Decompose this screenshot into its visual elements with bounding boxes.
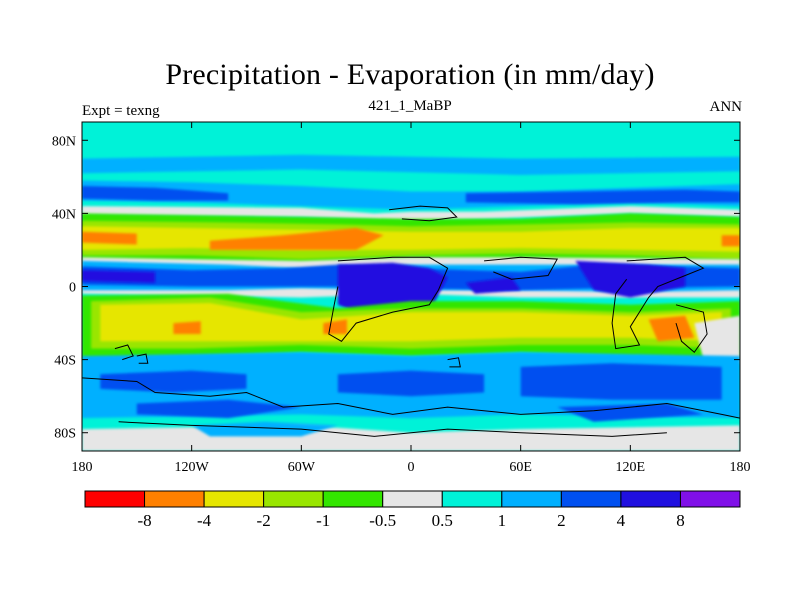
- contour-region: [173, 321, 201, 334]
- y-tick-label: 40S: [54, 354, 76, 369]
- contour-region: [100, 303, 722, 342]
- contour-region: [575, 260, 686, 298]
- colorbar-swatch: [679, 490, 741, 508]
- x-tick-label: 120W: [175, 460, 210, 475]
- contour-region: [209, 228, 384, 250]
- colorbar-swatch: [263, 490, 324, 508]
- precip-evap-field: [82, 154, 740, 451]
- colorbar-swatch: [203, 490, 265, 508]
- coastline: [82, 205, 740, 437]
- season-label: ANN: [709, 99, 743, 115]
- contour-region: [557, 403, 704, 422]
- coastline-segment: [118, 421, 667, 437]
- colorbar: -8 -4 -2 -1 -0.5 0.5 1 2 4 8: [84, 490, 741, 530]
- y-tick-label: 40N: [52, 207, 76, 222]
- colorbar-label: 8: [676, 511, 685, 530]
- chart-subtitle: 421_1_MaBP: [368, 98, 452, 114]
- coastline-segment: [114, 344, 134, 361]
- colorbar-label: -2: [257, 511, 271, 530]
- contour-region: [82, 231, 137, 245]
- x-tick-label: 0: [408, 460, 415, 475]
- y-tick-label: 80N: [52, 134, 76, 149]
- chart-title: Precipitation - Evaporation (in mm/day): [165, 58, 655, 91]
- colorbar-swatch: [560, 490, 622, 508]
- x-axis: 180 120W 60W 0 60E 120E 180: [72, 122, 751, 475]
- contour-region: [100, 370, 247, 393]
- y-tick-label: 80S: [54, 427, 76, 442]
- x-tick-label: 60W: [288, 460, 316, 475]
- x-tick-label: 60E: [509, 460, 532, 475]
- coastline-segment: [136, 353, 149, 364]
- contour-region: [465, 277, 521, 294]
- contour-region: [136, 399, 302, 419]
- coastline-segment: [675, 304, 708, 354]
- coastline-segment: [484, 256, 559, 280]
- colorbar-swatch: [620, 490, 681, 508]
- coastline-segment: [447, 357, 461, 368]
- colorbar-swatch: [441, 490, 503, 508]
- colorbar-swatch: [382, 490, 443, 508]
- x-tick-label: 180: [72, 460, 93, 475]
- coastline-segment: [82, 377, 740, 419]
- contour-region: [648, 315, 695, 342]
- map-panel: [82, 122, 740, 451]
- colorbar-label: -1: [316, 511, 330, 530]
- colorbar-label: -0.5: [369, 511, 396, 530]
- coastline-segment: [328, 256, 449, 342]
- coastline-segment: [611, 256, 705, 350]
- contour-region: [191, 421, 338, 437]
- coastline-segment: [389, 205, 458, 222]
- y-tick-label: 0: [69, 281, 76, 296]
- contour-region: [721, 235, 740, 247]
- colorbar-swatch: [501, 490, 562, 508]
- contour-region: [82, 270, 156, 283]
- contour-region: [337, 370, 485, 397]
- y-axis: 80N 40N 0 40S 80S: [52, 134, 740, 442]
- contour-region: [82, 186, 229, 201]
- colorbar-label: 4: [617, 511, 626, 530]
- colorbar-swatch: [84, 490, 146, 508]
- colorbar-swatch: [322, 490, 384, 508]
- colorbar-swatch: [144, 490, 205, 508]
- colorbar-label: 0.5: [432, 511, 453, 530]
- x-tick-label: 120E: [616, 460, 646, 475]
- contour-region: [82, 206, 740, 221]
- experiment-label: Expt = texng: [82, 103, 160, 119]
- colorbar-label: 1: [498, 511, 507, 530]
- contour-region: [520, 363, 722, 400]
- x-tick-label: 180: [730, 460, 751, 475]
- colorbar-label: -4: [197, 511, 212, 530]
- contour-region: [465, 189, 740, 205]
- colorbar-label: 2: [557, 511, 566, 530]
- colorbar-label: -8: [137, 511, 151, 530]
- contour-region: [82, 154, 740, 175]
